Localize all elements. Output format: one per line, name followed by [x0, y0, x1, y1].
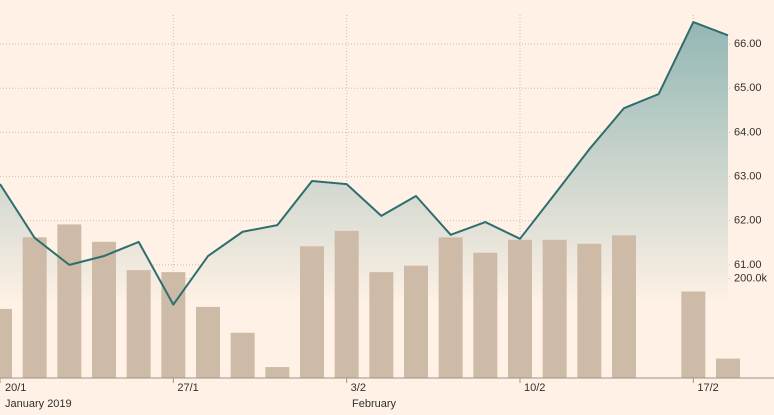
volume-bar [92, 241, 116, 378]
volume-bar [22, 237, 47, 378]
volume-bar [0, 308, 12, 378]
volume-bar [230, 332, 255, 378]
volume-bar [473, 252, 498, 378]
volume-bar [438, 237, 463, 378]
y2-tick-label: 200.0k [734, 272, 768, 284]
volume-bar [369, 272, 394, 378]
x-tick-label: 10/2 [524, 382, 545, 394]
volume-bar [126, 270, 151, 378]
price-line [0, 21, 729, 306]
month-label: February [352, 398, 397, 410]
x-tick-label: 27/1 [177, 382, 198, 394]
x-tick-label: 17/2 [697, 382, 718, 394]
volume-bar [300, 246, 324, 378]
month-label: January 2019 [5, 398, 72, 410]
volume-bar [57, 224, 82, 378]
y-tick-label: 64.00 [734, 126, 762, 138]
x-tick-label: 3/2 [351, 382, 366, 394]
volume-bar [265, 367, 290, 378]
volume-bar [612, 235, 636, 378]
volume-bar [681, 291, 706, 378]
volume-bar [542, 239, 567, 378]
volume-bar [404, 265, 428, 378]
x-tick-label: 20/1 [5, 382, 26, 394]
volume-bar [577, 243, 602, 378]
volume-bar [196, 306, 220, 378]
area [0, 22, 728, 305]
y-tick-label: 63.00 [734, 170, 762, 182]
volume-bar [716, 358, 740, 378]
y-tick-label: 66.00 [734, 38, 762, 50]
y-tick-label: 65.00 [734, 82, 762, 94]
volume-bar [334, 230, 359, 378]
volume-bar [508, 239, 532, 378]
y-tick-label: 62.00 [734, 215, 762, 227]
y-tick-label: 61.00 [734, 259, 762, 271]
